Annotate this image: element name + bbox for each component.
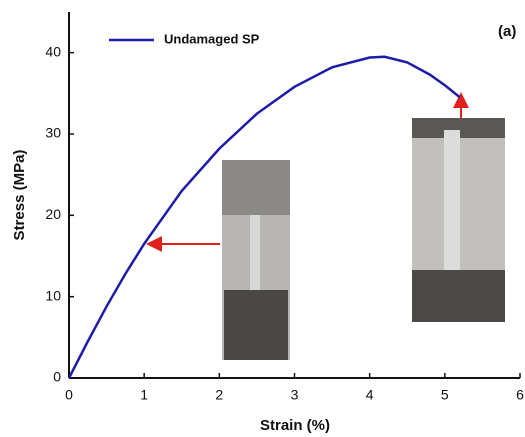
x-tick-label: 4 [366, 387, 374, 403]
x-tick-label: 6 [516, 387, 524, 403]
y-axis-title: Stress (MPa) [11, 150, 28, 241]
y-tick-label: 10 [45, 287, 61, 303]
x-tick-label: 0 [65, 387, 73, 403]
x-tick-label: 3 [291, 387, 299, 403]
y-tick-label: 30 [45, 125, 61, 141]
x-axis-title: Strain (%) [260, 417, 330, 434]
photo-specimen-2 [412, 118, 505, 322]
y-tick-label: 0 [53, 369, 61, 385]
x-tick-label: 1 [140, 387, 148, 403]
line [67, 55, 461, 379]
annotation: (a) [498, 23, 516, 40]
x-tick-label: 5 [441, 387, 449, 403]
y-tick-label: 20 [45, 206, 61, 222]
y-tick-label: 40 [45, 43, 61, 59]
legend-label: Undamaged SP [164, 31, 260, 46]
x-tick-label: 2 [215, 387, 223, 403]
photo-specimen-1 [222, 160, 290, 360]
